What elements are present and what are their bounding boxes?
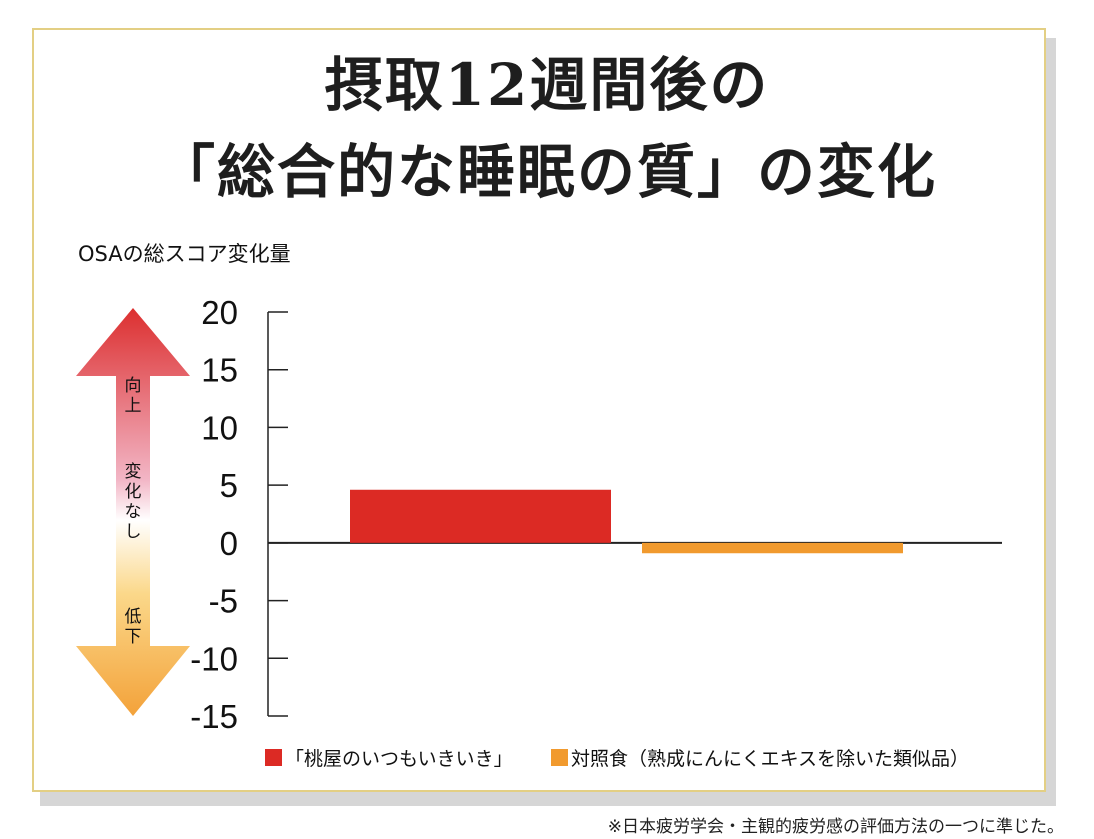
legend-swatch-1	[265, 749, 282, 766]
arrow-label-up: 向上	[125, 376, 142, 416]
y-tick-label: 0	[220, 525, 238, 562]
arrow-label-middle: 変化なし	[125, 462, 142, 542]
bar-2	[642, 542, 903, 554]
y-tick-label: 15	[201, 352, 238, 389]
chart-title-line1: 摂取12週間後の	[324, 51, 770, 119]
y-tick-label: 20	[201, 294, 238, 331]
direction-arrow	[76, 308, 190, 716]
y-axis-label: OSAの総スコア変化量	[78, 242, 291, 266]
y-tick-label: -10	[190, 640, 238, 677]
legend-label-2: 対照食（熟成にんにくエキスを除いた類似品）	[571, 748, 969, 770]
footnote: ※日本疲労学会・主観的疲労感の評価方法の一つに準じた。	[607, 817, 1064, 837]
chart-title-line2: 「総合的な睡眠の質」の変化	[156, 138, 937, 206]
chart-panel	[32, 28, 1046, 792]
arrow-label-down: 低下	[125, 607, 142, 647]
legend-label-1: 「桃屋のいつもいきいき」	[285, 748, 513, 770]
y-tick-label: -5	[209, 583, 238, 620]
y-tick-label: 10	[201, 409, 238, 446]
y-tick-label: -15	[190, 698, 238, 735]
bar-1	[350, 489, 611, 543]
legend-swatch-2	[551, 749, 568, 766]
y-tick-label: 5	[220, 467, 238, 504]
